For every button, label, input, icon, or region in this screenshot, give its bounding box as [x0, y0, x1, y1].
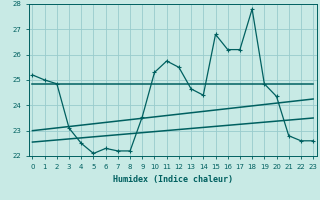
X-axis label: Humidex (Indice chaleur): Humidex (Indice chaleur): [113, 175, 233, 184]
